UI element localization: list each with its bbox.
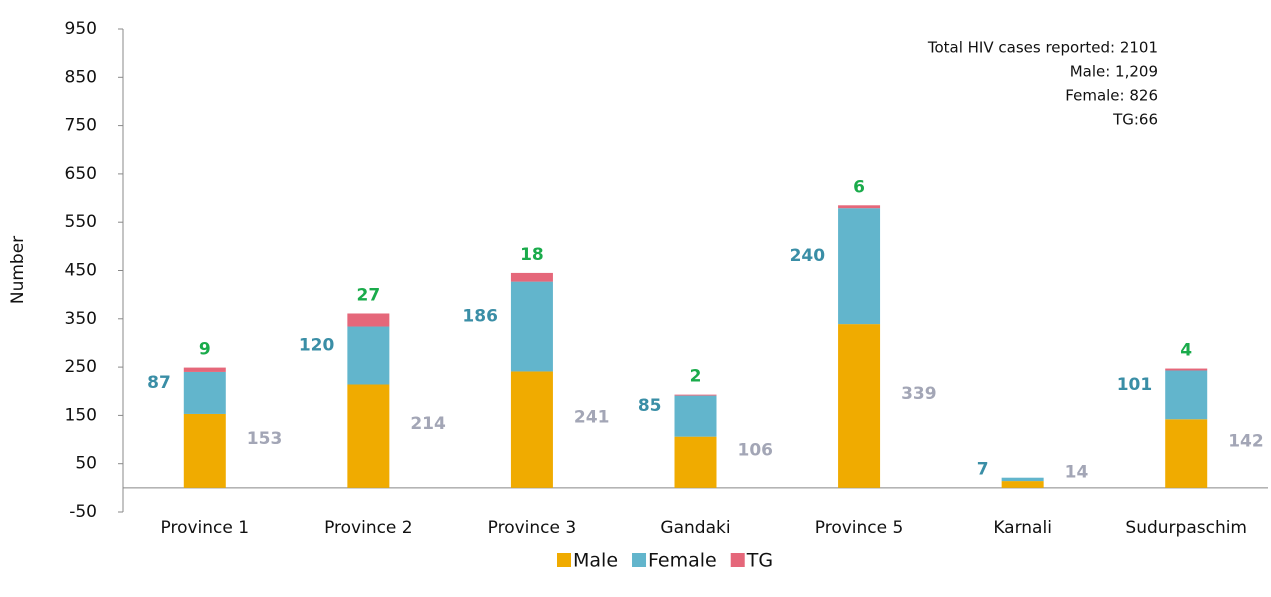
bar-segment [1001, 481, 1044, 488]
annotation: TG:66 [1112, 111, 1158, 129]
y-tick-label: 450 [65, 261, 97, 281]
data-label: 214 [410, 414, 446, 434]
bar-segment [838, 324, 881, 488]
x-tick-label: Province 2 [324, 518, 413, 538]
bar-segment [347, 326, 390, 385]
annotation: Male: 1,209 [1070, 63, 1158, 81]
y-tick-label: 50 [75, 454, 97, 474]
data-label: 240 [790, 246, 826, 266]
y-tick-label: 950 [65, 19, 97, 39]
x-tick-label: Gandaki [660, 518, 730, 538]
bar-segment [838, 208, 881, 325]
y-tick-label: 550 [65, 212, 97, 232]
y-tick-label: 650 [65, 164, 97, 184]
data-label: 241 [574, 408, 610, 428]
legend-label: Male [573, 550, 618, 572]
data-label: 153 [247, 429, 282, 449]
data-label: 87 [147, 373, 171, 393]
bar-segment [510, 371, 553, 488]
legend-swatch [730, 553, 745, 567]
y-tick-label: 850 [65, 67, 97, 87]
y-tick-label: 750 [65, 116, 97, 136]
data-label: 186 [462, 307, 498, 327]
x-tick-label: Province 3 [488, 518, 577, 538]
bar-segment [183, 367, 226, 372]
data-label: 7 [977, 459, 989, 479]
data-label: 6 [853, 177, 865, 197]
y-tick-label: -50 [69, 502, 97, 522]
x-tick-label: Province 5 [815, 518, 904, 538]
bar-segment [510, 281, 553, 372]
data-label: 142 [1228, 432, 1264, 452]
data-label: 85 [638, 396, 662, 416]
annotation: Total HIV cases reported: 2101 [927, 39, 1158, 57]
y-tick-label: 350 [65, 309, 97, 329]
data-label: 2 [690, 367, 702, 387]
bar-segment [183, 413, 226, 488]
bar-segment [674, 394, 717, 396]
legend-label: Female [648, 550, 717, 572]
bar-segment [674, 436, 717, 488]
bar-segment [838, 205, 881, 209]
bar-segment [183, 371, 226, 414]
data-label: 339 [901, 384, 937, 404]
x-tick-label: Sudurpaschim [1125, 518, 1247, 538]
bar-segment [674, 395, 717, 437]
legend-swatch [632, 553, 647, 567]
data-label: 9 [199, 340, 211, 360]
y-tick-label: 150 [65, 405, 97, 425]
y-axis-label: Number [8, 236, 28, 304]
annotation: Female: 826 [1065, 87, 1158, 105]
legend-swatch [557, 553, 571, 567]
bar-segment [1165, 419, 1208, 488]
data-label: 101 [1117, 375, 1153, 395]
data-label: 106 [738, 440, 774, 460]
data-label: 4 [1180, 341, 1192, 361]
bar-segment [1165, 368, 1208, 371]
y-tick-label: 250 [65, 357, 97, 377]
x-tick-label: Karnali [993, 518, 1052, 538]
legend-label: TG [746, 550, 773, 572]
data-label: 14 [1065, 462, 1089, 482]
data-label: 27 [357, 285, 381, 305]
bar-segment [347, 313, 390, 327]
bar-segment [510, 272, 553, 282]
x-tick-label: Province 1 [161, 518, 250, 538]
data-label: 18 [520, 245, 544, 265]
bar-segment [1165, 370, 1208, 420]
bar-segment [1001, 477, 1044, 482]
data-label: 120 [299, 336, 335, 356]
bar-segment [347, 384, 390, 488]
